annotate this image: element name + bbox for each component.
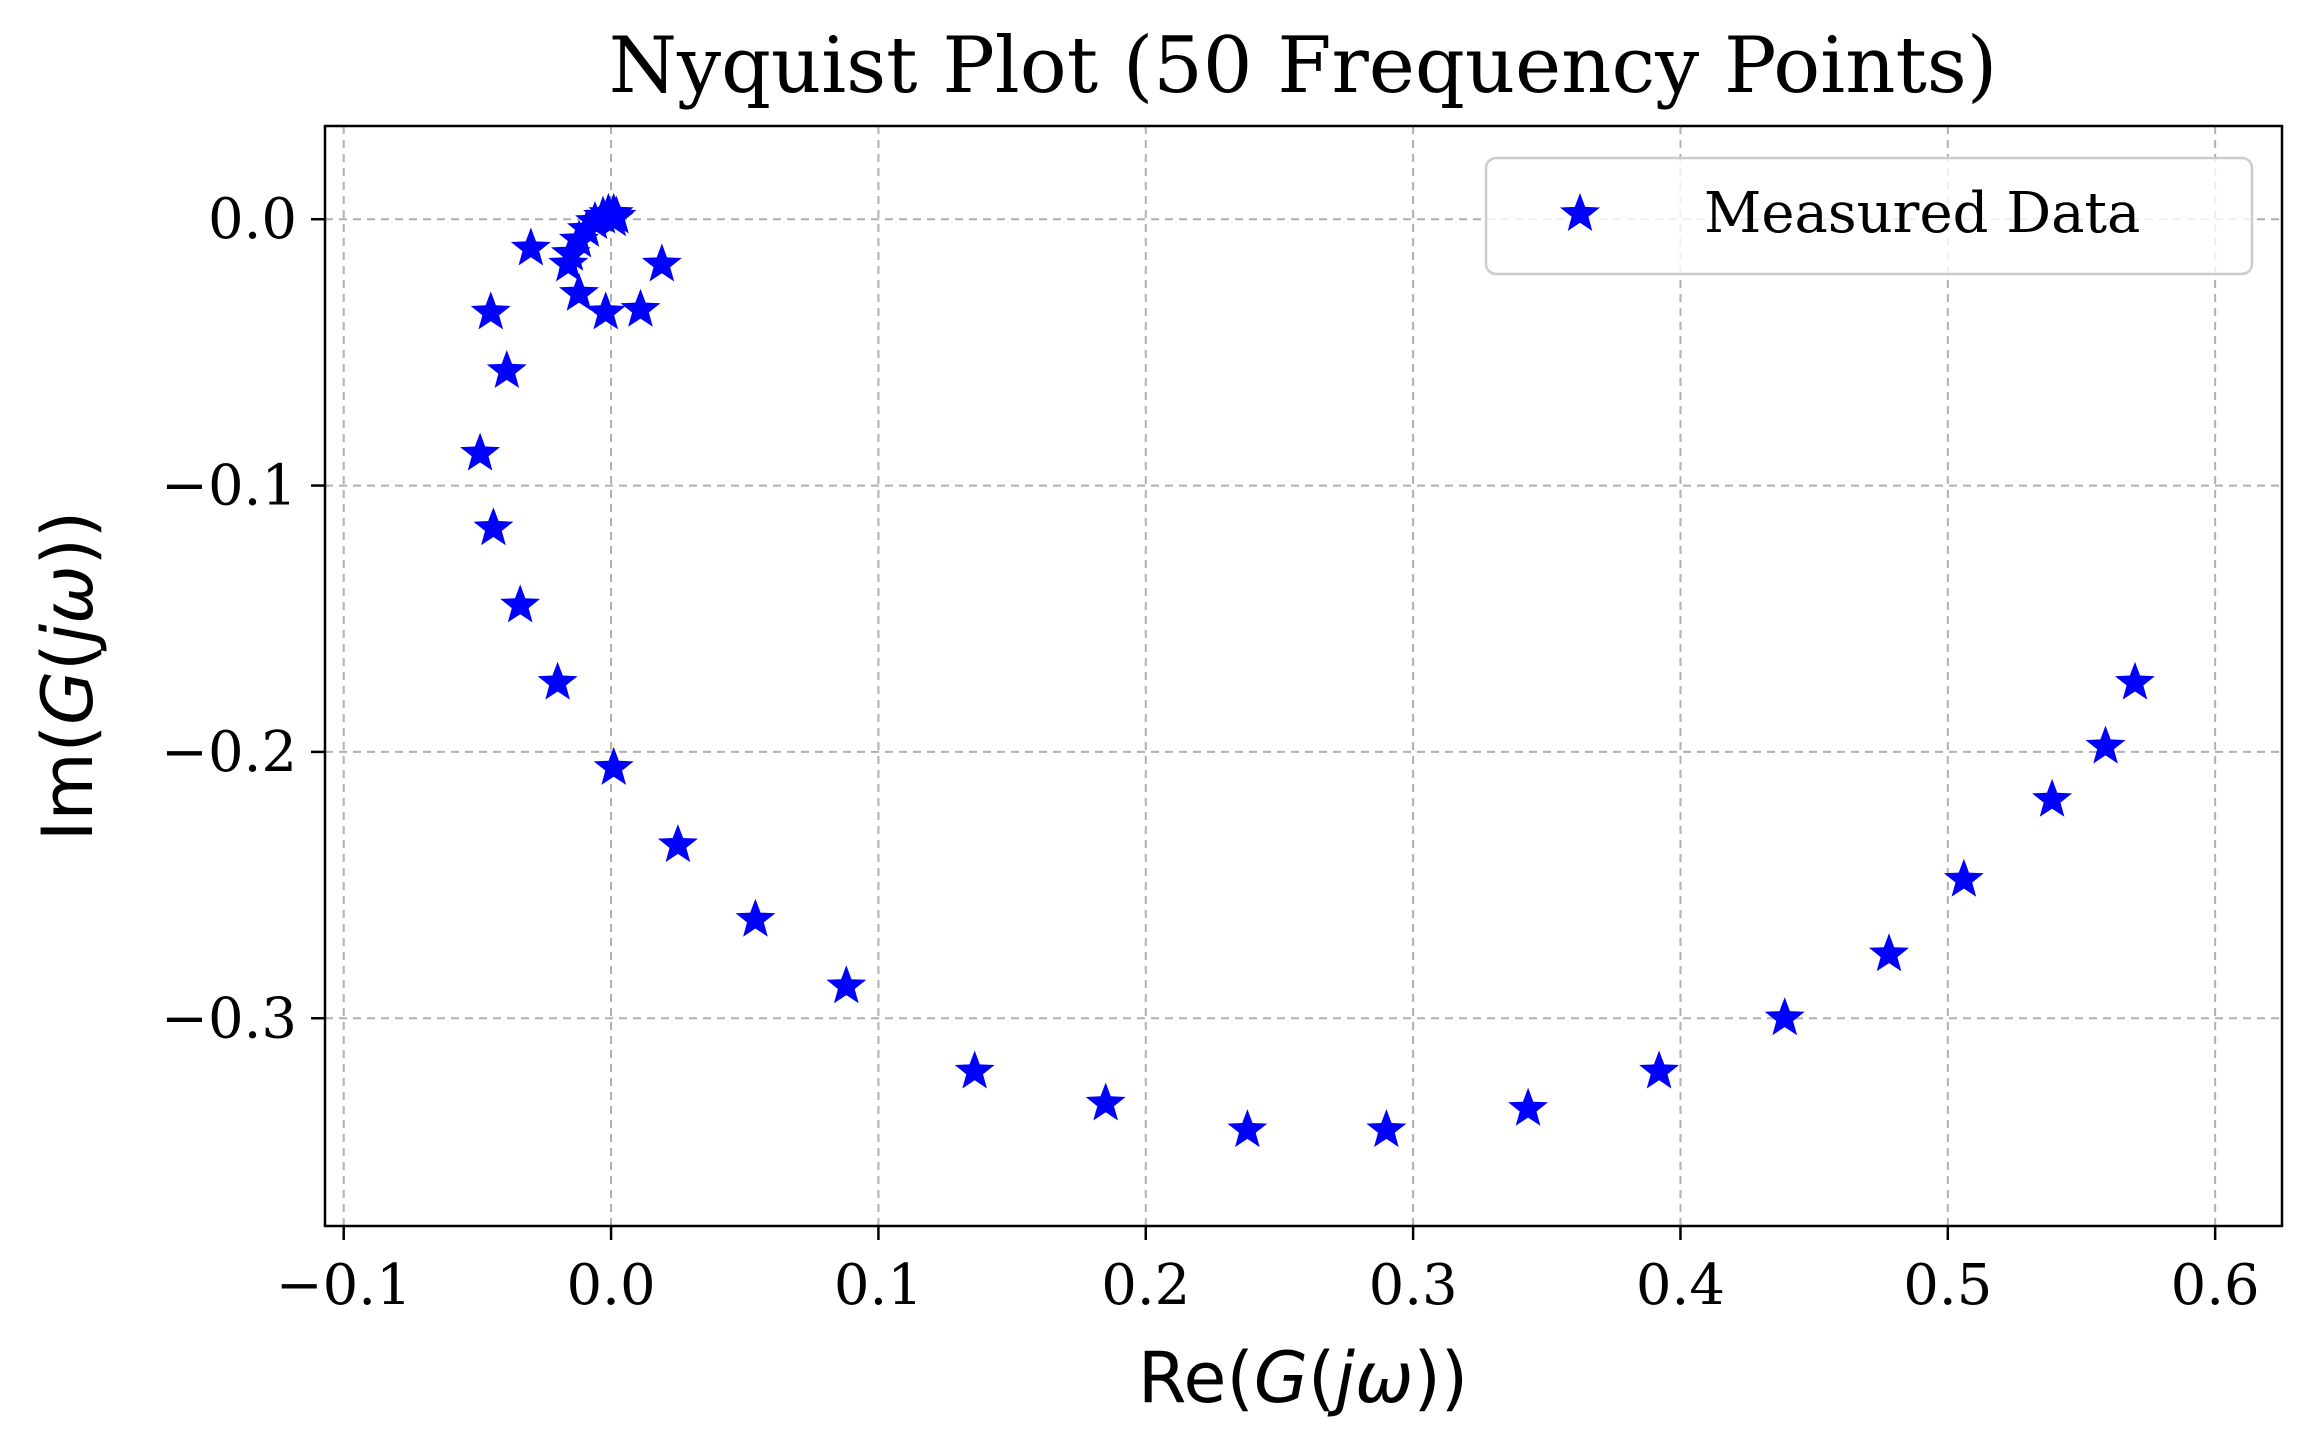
x-tick-label: 0.4 [1636, 1253, 1725, 1318]
data-point [1869, 933, 1909, 972]
x-tick-label: −0.1 [276, 1253, 412, 1318]
legend-star-marker [1560, 193, 1600, 231]
legend-label: Measured Data [1704, 181, 2140, 246]
legend: Measured Data [1484, 156, 2254, 276]
x-tick-label: 0.3 [1369, 1253, 1458, 1318]
data-point [500, 584, 541, 623]
data-point [2085, 725, 2126, 764]
data-point [1764, 997, 1805, 1036]
data-point [1085, 1082, 1126, 1121]
data-point [460, 432, 500, 471]
data-point [826, 965, 867, 1004]
y-axis-label: Im(G(jω)) [27, 511, 109, 841]
data-point [2032, 778, 2073, 817]
data-points [460, 192, 2155, 1148]
grid-lines [325, 126, 2282, 1226]
data-point [473, 507, 514, 546]
x-axis-label: Re(G(jω)) [1138, 1337, 1468, 1419]
y-tick-label: −0.2 [161, 720, 297, 785]
data-point [585, 291, 626, 330]
data-point [559, 272, 599, 311]
y-tick-label: 0.0 [208, 187, 297, 252]
data-point [657, 824, 698, 863]
data-point [1227, 1109, 1268, 1148]
data-point [1639, 1050, 1679, 1089]
data-point [486, 350, 527, 388]
data-point [593, 198, 634, 237]
data-point [1943, 858, 1984, 897]
data-point [537, 661, 578, 700]
data-point [954, 1050, 995, 1089]
data-point [470, 291, 511, 330]
x-tick-label: 0.5 [1903, 1253, 1992, 1318]
data-point [593, 746, 634, 785]
chart-title: Nyquist Plot (50 Frequency Points) [609, 21, 1998, 111]
y-axis-ticks: 0.0 −0.1 −0.2 −0.3 [161, 187, 325, 1051]
data-point [2115, 661, 2155, 700]
data-point [641, 243, 682, 282]
x-tick-label: 0.2 [1101, 1253, 1190, 1318]
y-tick-label: −0.1 [161, 454, 297, 519]
x-tick-label: 0.0 [567, 1253, 656, 1318]
data-point [735, 898, 776, 937]
data-point [1508, 1087, 1548, 1126]
data-point [510, 227, 551, 266]
plot-frame [323, 124, 2284, 1228]
x-axis-ticks: −0.1 0.0 0.1 0.2 0.3 0.4 0.5 0.6 [276, 1226, 2260, 1318]
legend-box [1484, 156, 2254, 276]
data-point [620, 288, 661, 327]
x-tick-label: 0.1 [834, 1253, 923, 1318]
y-tick-label: −0.3 [161, 986, 297, 1051]
data-point [1366, 1109, 1407, 1148]
x-tick-label: 0.6 [2171, 1253, 2260, 1318]
